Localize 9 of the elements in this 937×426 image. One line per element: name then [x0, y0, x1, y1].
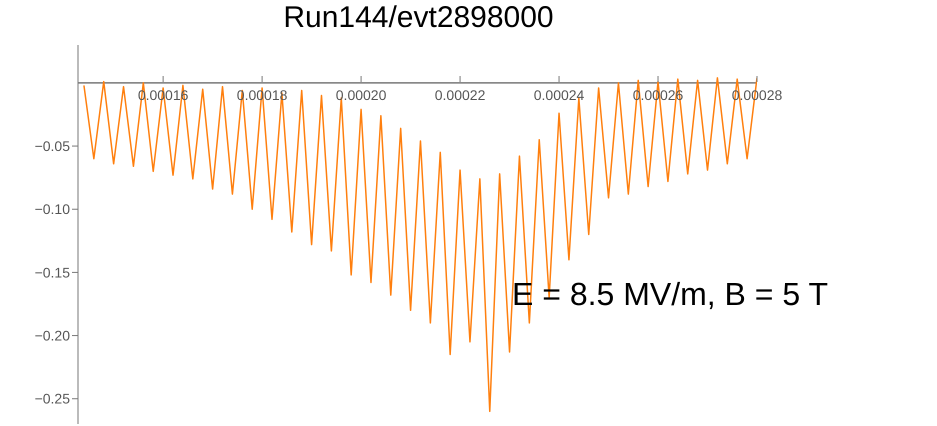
- x-tick-label: 0.00024: [534, 87, 585, 103]
- y-tick-label: −0.05: [34, 138, 70, 154]
- y-tick-label: −0.10: [34, 201, 70, 218]
- chart-title: Run144/evt2898000: [282, 0, 555, 36]
- x-tick-label: 0.00022: [434, 87, 486, 103]
- y-tick-label: −0.20: [34, 328, 70, 344]
- y-tick-label: −0.25: [34, 390, 70, 407]
- y-tick-label: −0.15: [34, 264, 70, 280]
- x-tick-label: 0.00020: [336, 87, 387, 103]
